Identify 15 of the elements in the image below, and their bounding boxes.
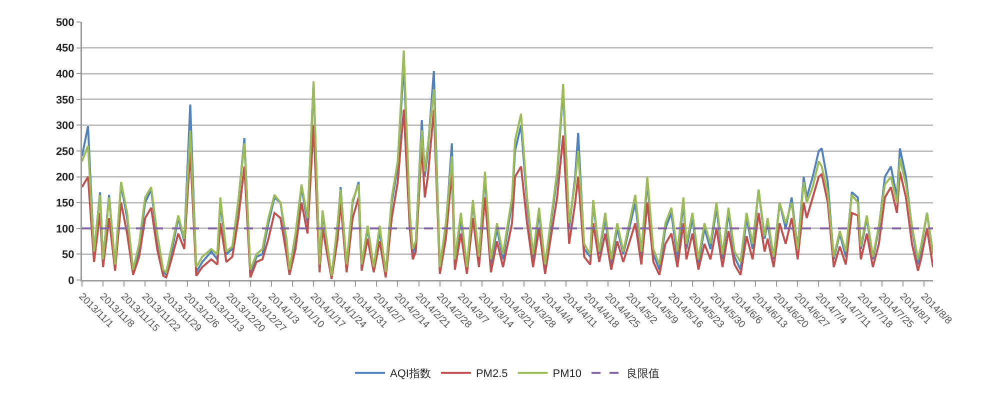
y-tick-label: 0 (68, 274, 74, 287)
legend-label: PM2.5 (476, 368, 508, 380)
y-tick-label: 100 (56, 223, 74, 236)
y-tick-label: 50 (62, 249, 74, 262)
legend-label: 良限值 (626, 367, 660, 380)
y-tick-label: 250 (56, 146, 74, 158)
y-tick-label: 200 (56, 172, 74, 184)
y-tick-label: 400 (56, 68, 74, 80)
y-tick-label: 300 (56, 120, 74, 132)
y-tick-label: 350 (56, 94, 74, 106)
legend-label: PM10 (552, 368, 582, 380)
y-tick-label: 150 (56, 197, 74, 210)
legend-label: AQI指数 (390, 368, 431, 380)
y-tick-label: 500 (56, 16, 74, 29)
y-tick-label: 450 (56, 42, 74, 55)
